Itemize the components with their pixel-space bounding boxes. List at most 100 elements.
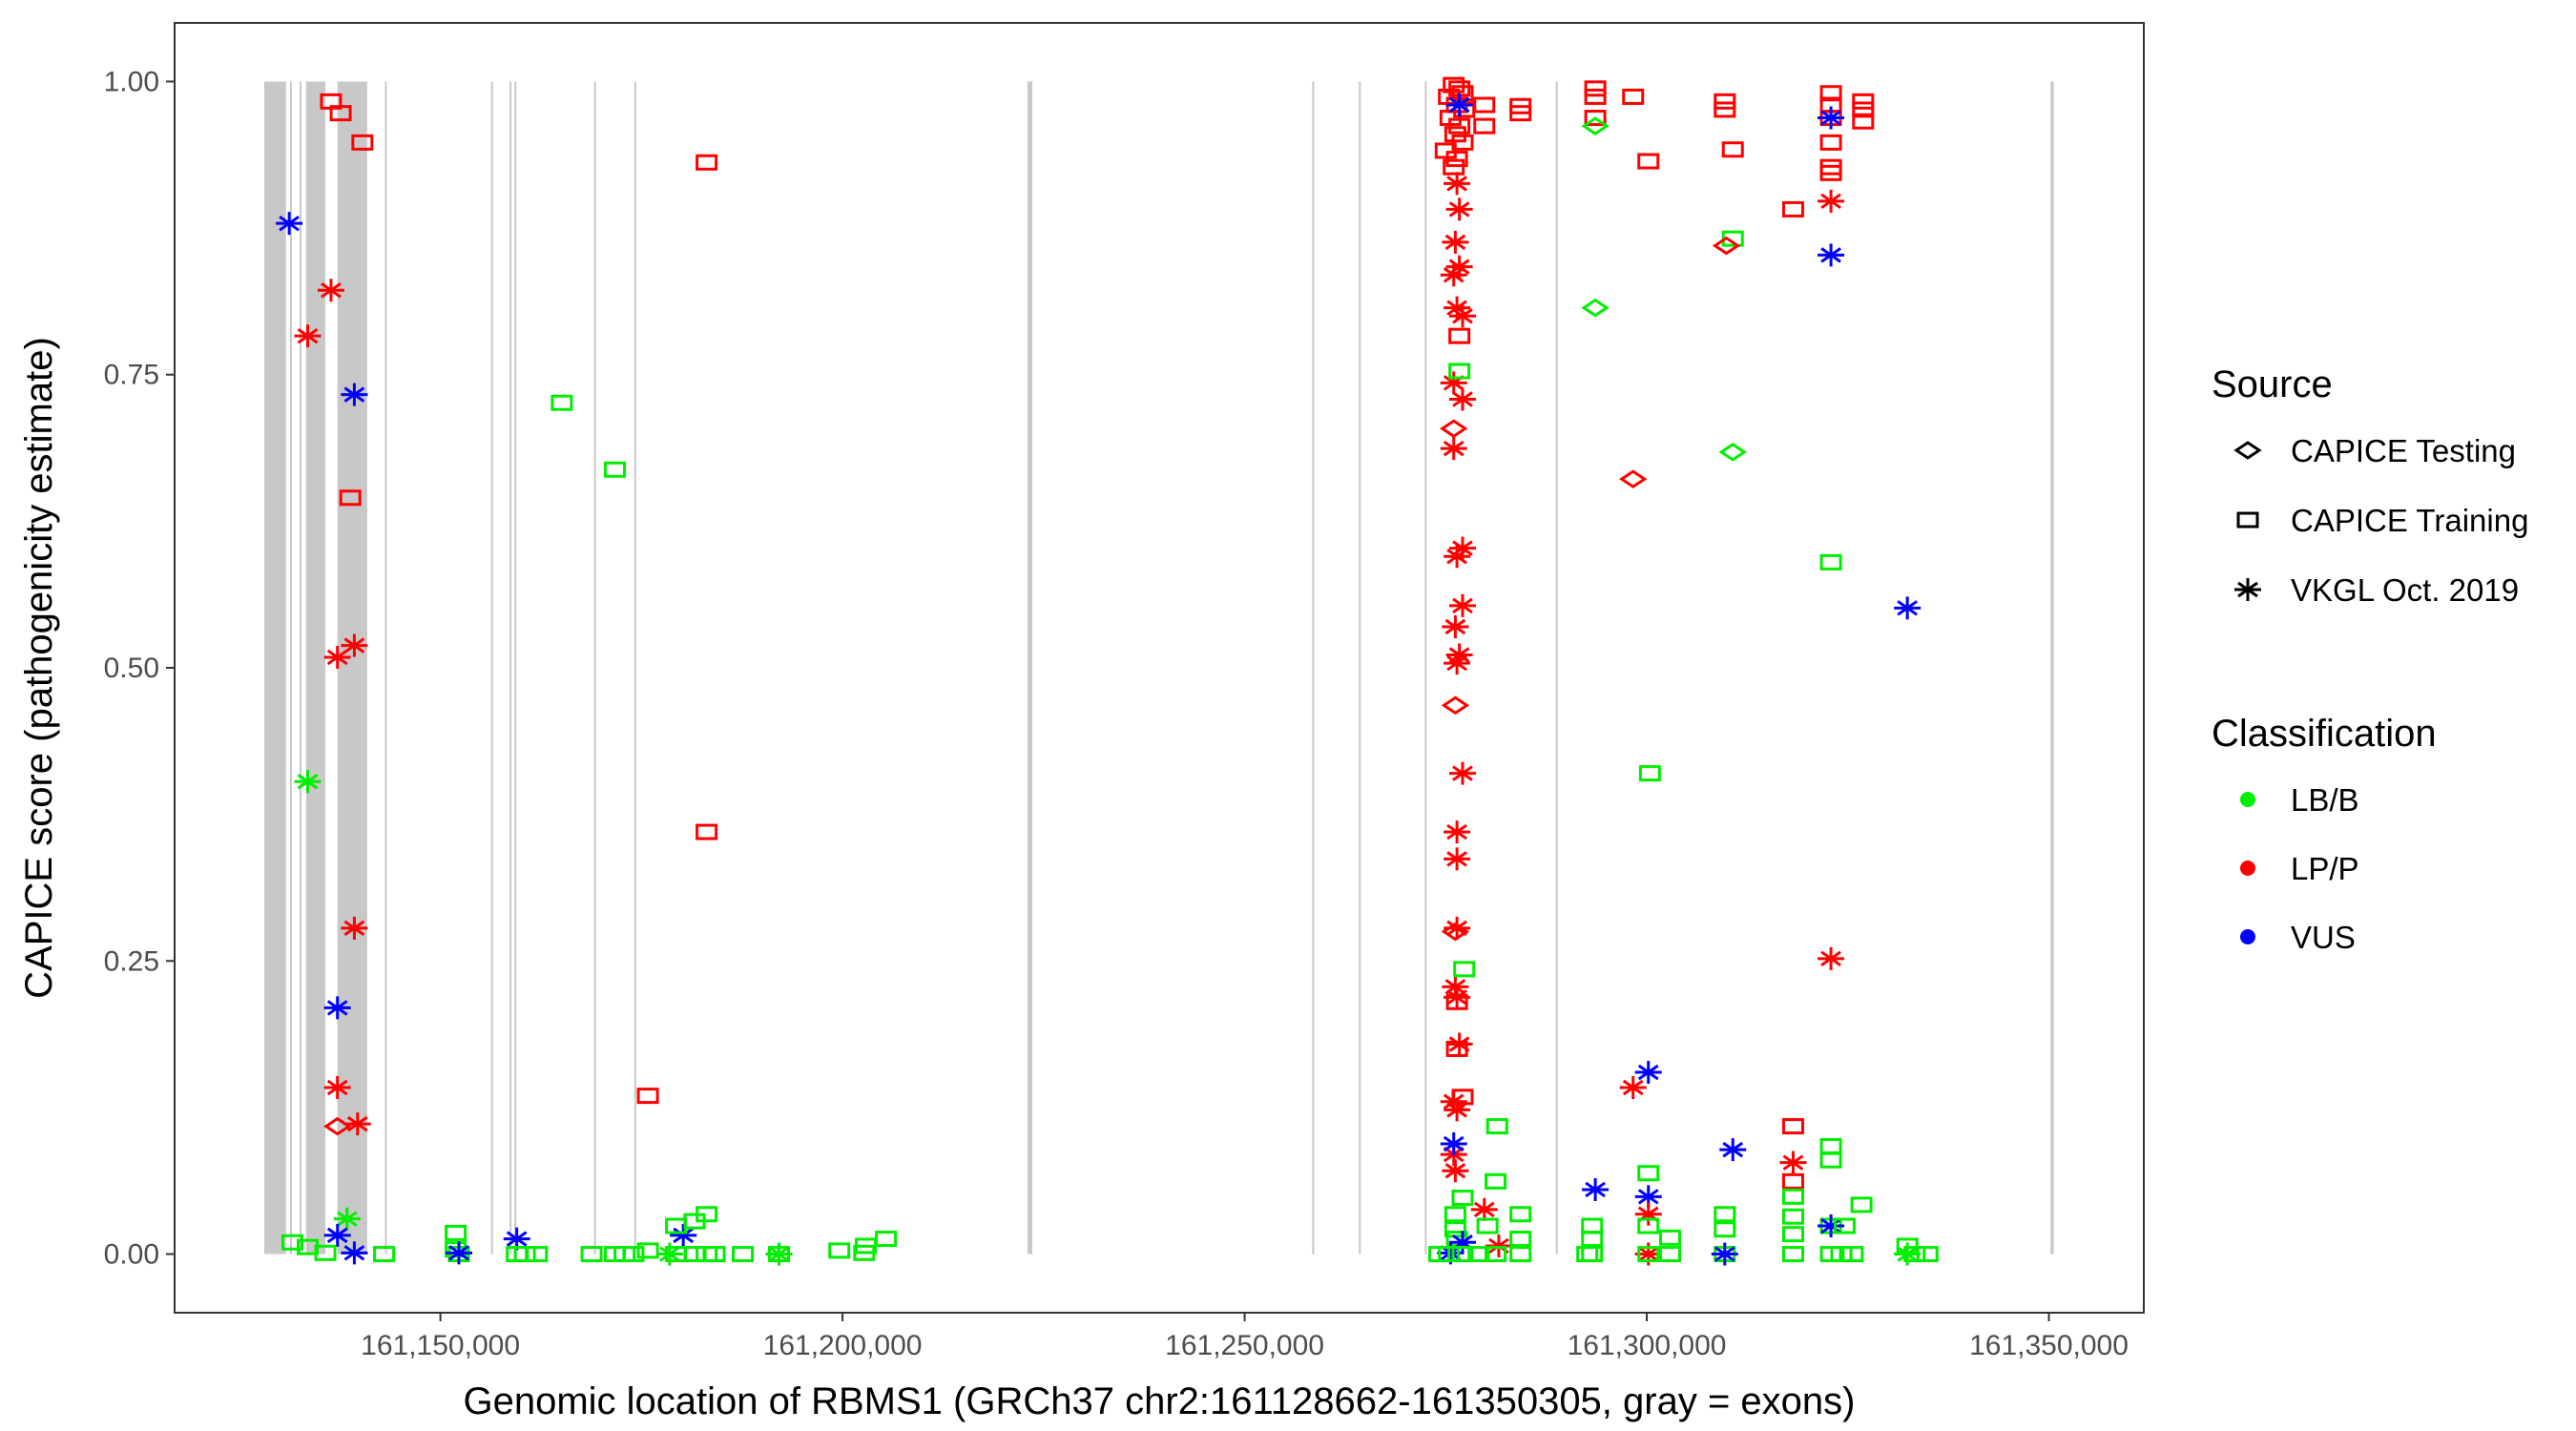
square-marker [1485, 1246, 1507, 1263]
legend-dot-icon [2240, 861, 2255, 876]
data-point [1485, 1246, 1507, 1263]
data-point [1444, 652, 1471, 675]
data-point [1781, 200, 1804, 218]
square-marker [1637, 153, 1660, 170]
data-point [1634, 1202, 1662, 1226]
data-point [1449, 1231, 1477, 1255]
data-point [1437, 1241, 1465, 1265]
square-marker [1485, 1118, 1508, 1135]
y-tick-label: 0.50 [104, 653, 159, 684]
data-point [526, 1246, 549, 1263]
x-tick-label: 161,200,000 [763, 1330, 923, 1361]
square-marker [1781, 1226, 1804, 1243]
legend-dot-icon [2240, 929, 2255, 944]
data-point [1819, 164, 1842, 181]
square-marker [1714, 1206, 1736, 1223]
star-marker [1449, 593, 1477, 617]
data-point [1444, 1098, 1471, 1122]
data-point [294, 324, 322, 348]
y-tick-label: 1.00 [104, 66, 159, 97]
data-point [1473, 96, 1496, 114]
data-point [1509, 1231, 1532, 1248]
square-marker [1637, 1217, 1660, 1234]
square-marker [1509, 1231, 1532, 1248]
square-marker [1833, 1217, 1856, 1234]
square-marker [1781, 1172, 1804, 1190]
square-marker [1638, 765, 1661, 782]
data-point [343, 1112, 371, 1136]
square-marker [329, 105, 352, 122]
square-marker [1443, 158, 1465, 176]
data-point [329, 105, 352, 122]
star-marker [1634, 1185, 1662, 1209]
exon-band [300, 81, 302, 1255]
data-point [1434, 142, 1457, 159]
data-points [276, 76, 1939, 1266]
star-marker [1818, 106, 1845, 130]
legend-class-label: LP/P [2291, 851, 2359, 886]
data-point [1445, 993, 1468, 1010]
x-tick-label: 161,300,000 [1568, 1330, 1727, 1361]
square-marker [1637, 1165, 1660, 1182]
star-marker [1440, 437, 1467, 461]
square-marker [1584, 80, 1607, 97]
star-marker [1449, 761, 1477, 785]
legend-class-label: VUS [2291, 920, 2356, 955]
square-marker [1850, 1196, 1873, 1213]
star-marker [341, 383, 368, 406]
star-marker [1894, 596, 1922, 620]
data-point [1894, 596, 1922, 620]
data-point [1658, 1246, 1681, 1263]
exon-band [1027, 81, 1033, 1255]
legend-classification-title: Classification [2212, 713, 2437, 755]
star-marker [323, 1223, 351, 1247]
square-marker [1714, 101, 1736, 118]
data-point [828, 1242, 851, 1259]
star-marker [323, 1076, 351, 1100]
data-point [1444, 545, 1471, 569]
star-marker [1449, 1231, 1477, 1255]
data-point [1444, 847, 1471, 871]
square-marker [1445, 151, 1468, 168]
square-marker [1781, 1246, 1804, 1263]
exon-band [384, 81, 387, 1255]
star-marker [1634, 1061, 1662, 1085]
data-point [341, 1241, 368, 1265]
data-point [696, 154, 718, 171]
exon-band [2050, 81, 2054, 1255]
square-marker [1637, 1246, 1660, 1263]
legend-source-label: CAPICE Testing [2291, 433, 2516, 468]
data-point [1509, 1246, 1532, 1263]
square-marker [1819, 134, 1842, 151]
data-point [1444, 1206, 1466, 1223]
star-marker [2234, 578, 2261, 601]
exon-band [263, 81, 286, 1255]
square-marker [280, 1234, 303, 1251]
star-marker [1445, 255, 1473, 279]
square-marker [1622, 88, 1645, 105]
square-marker [1509, 105, 1532, 122]
star-marker [333, 1207, 361, 1231]
star-marker [1470, 1197, 1498, 1221]
data-point [1441, 922, 1470, 942]
data-point [1445, 1040, 1468, 1057]
square-marker [1473, 96, 1496, 114]
star-marker [1442, 1159, 1469, 1183]
exon-band [634, 81, 636, 1255]
star-marker [1582, 1177, 1610, 1201]
star-marker [1444, 545, 1471, 569]
data-point [1818, 189, 1845, 213]
exon-band [514, 81, 517, 1255]
data-point [1819, 134, 1842, 151]
exon-band [1312, 81, 1315, 1255]
data-point [1442, 1159, 1469, 1183]
data-point [1584, 80, 1607, 97]
data-point [1781, 1208, 1804, 1225]
star-marker [503, 1227, 530, 1251]
data-point [1451, 1089, 1474, 1106]
star-marker [765, 1242, 793, 1266]
square-marker [1852, 93, 1875, 110]
square-marker [1819, 85, 1842, 102]
y-tick-label: 0.00 [104, 1239, 159, 1271]
